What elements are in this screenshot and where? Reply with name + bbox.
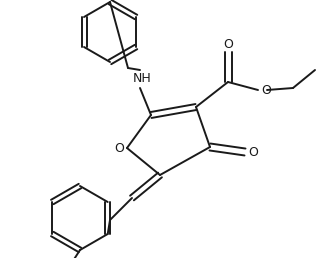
Text: NH: NH: [133, 71, 151, 85]
Text: O: O: [223, 37, 233, 51]
Text: O: O: [248, 146, 258, 158]
Text: O: O: [261, 84, 271, 96]
Text: O: O: [114, 141, 124, 155]
